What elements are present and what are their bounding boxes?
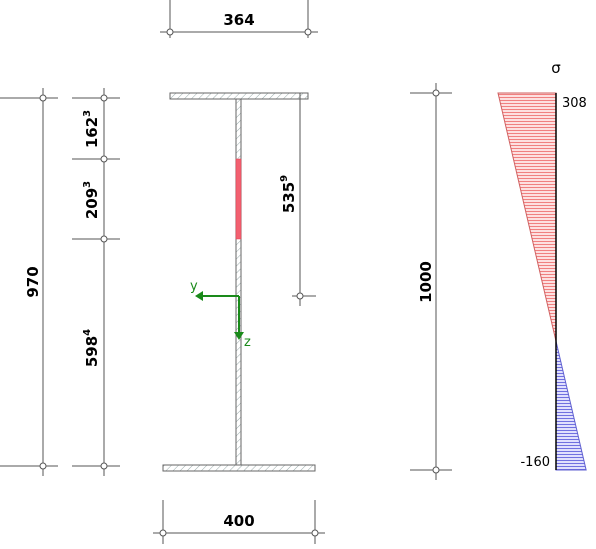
top-flange — [169, 92, 309, 100]
top-stress-value: 308 — [562, 96, 587, 111]
segment-3-label: 5984 — [82, 329, 101, 367]
bottom-flange — [162, 464, 316, 472]
z-axis-label: z — [244, 335, 251, 350]
web — [235, 98, 242, 466]
top-width-dimension: 364 — [160, 0, 318, 38]
top-width-label: 364 — [223, 11, 254, 29]
stress-height-dimension: 1000 — [410, 83, 452, 480]
segment-2-label: 2093 — [82, 181, 101, 219]
web-dimension: 5359 — [279, 93, 316, 306]
bottom-width-label: 400 — [223, 512, 254, 530]
sigma-symbol: σ — [551, 59, 561, 77]
highlighted-web-segment — [235, 158, 242, 240]
segment-dimension-chain: 1623 2093 5984 — [72, 88, 120, 476]
compression-zone — [555, 340, 587, 471]
total-height-dimension: 970 — [0, 88, 58, 476]
local-axes: y z — [190, 279, 251, 350]
web-dimension-label: 5359 — [279, 175, 298, 213]
total-height-label: 970 — [24, 266, 42, 297]
y-axis-label: y — [190, 279, 198, 294]
bottom-width-dimension: 400 — [153, 500, 325, 544]
stress-height-label: 1000 — [417, 261, 435, 303]
bottom-stress-value: -160 — [520, 455, 550, 470]
stress-diagram: σ 308 -160 — [497, 59, 587, 471]
i-beam-section — [162, 92, 316, 472]
segment-1-label: 1623 — [82, 110, 101, 148]
tension-zone — [497, 92, 557, 342]
